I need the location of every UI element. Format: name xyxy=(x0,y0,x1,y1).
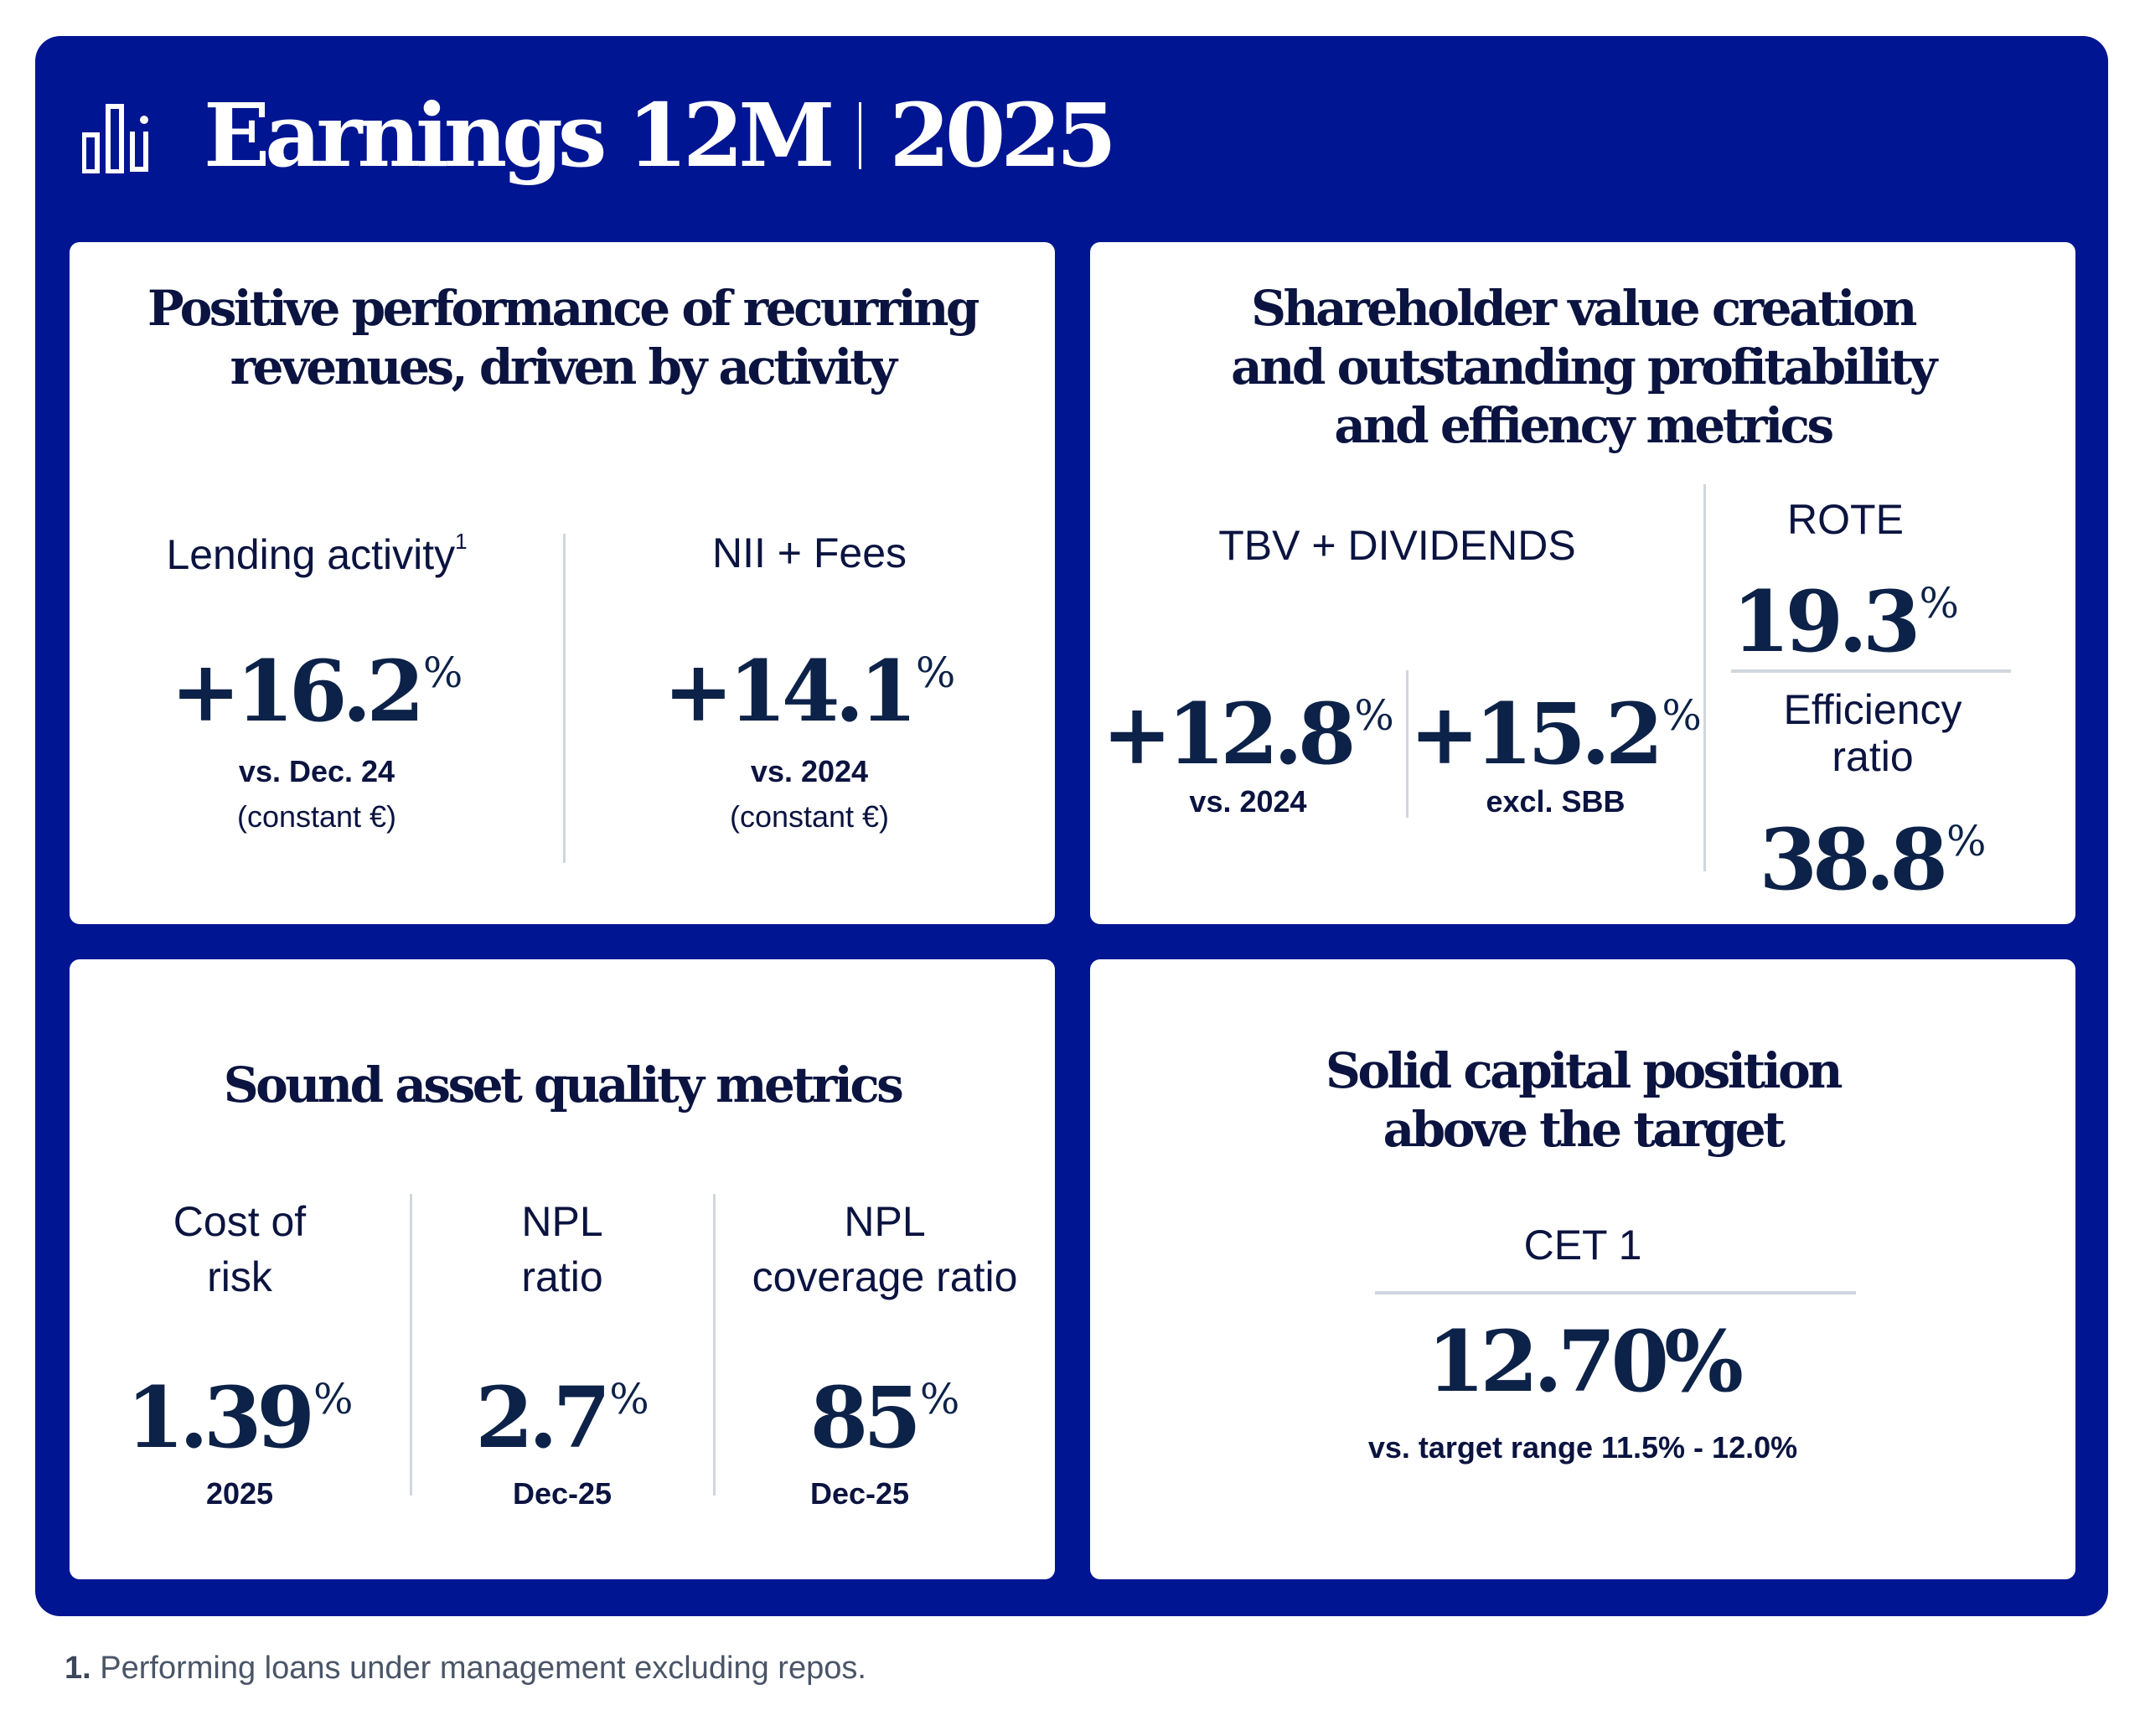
tbv-value-vs-2024: +12.8% xyxy=(1102,685,1394,783)
metric-value-nii-fees: +14.1% xyxy=(663,642,956,741)
divider xyxy=(1375,1291,1856,1294)
metric-sub-npl-coverage: Dec-25 xyxy=(809,1476,910,1511)
card-heading: Sound asset quality metrics xyxy=(223,1057,904,1113)
divider xyxy=(1406,670,1408,818)
divider xyxy=(713,1194,716,1496)
metric-label-npl-ratio: NPL ratio xyxy=(521,1198,603,1300)
metric-label-lending: Lending activity1 xyxy=(166,529,468,578)
metric-label-cost-of-risk: Cost of risk xyxy=(173,1198,307,1300)
tbv-value-excl-sbb: +15.2% xyxy=(1409,685,1702,783)
footnote: 1. Performing loans under management exc… xyxy=(65,1651,866,1687)
efficiency-ratio-value: 38.8% xyxy=(1759,810,1987,909)
metric-sub-lending: vs. Dec. 24 xyxy=(238,754,395,788)
metric-value-lending: +16.2% xyxy=(170,642,463,741)
metric-value-npl-coverage: 85% xyxy=(809,1368,960,1467)
page-title: Earnings 12M 2025 xyxy=(204,77,1117,194)
bar-chart-icon xyxy=(82,104,148,173)
heading-line: revenues, driven by activity xyxy=(230,338,897,395)
heading-line: Positive performance of recurring xyxy=(147,280,979,337)
card-asset-quality: Sound asset quality metrics Cost of risk… xyxy=(70,959,1055,1579)
card-heading: Shareholder value creation and outstandi… xyxy=(1090,279,2075,455)
card-recurring-revenues: Positive performance of recurring revenu… xyxy=(70,242,1055,924)
heading-line: Solid capital position xyxy=(1325,1042,1843,1099)
heading-line: and effiency metrics xyxy=(1334,397,1834,454)
title-text: Earnings 12M xyxy=(204,84,835,187)
footnote-text: Performing loans under management exclud… xyxy=(100,1651,866,1686)
tbv-sub-vs-2024: vs. 2024 xyxy=(1189,784,1307,819)
card-capital-position: Solid capital position above the target … xyxy=(1090,959,2075,1579)
title-year: 2025 xyxy=(889,84,1117,187)
metric-value-cost-of-risk: 1.39% xyxy=(126,1368,354,1467)
efficiency-ratio-label: Efficiency ratio xyxy=(1783,686,1962,780)
cet1-label: CET 1 xyxy=(1523,1222,1642,1268)
metric-sub-npl-ratio: Dec-25 xyxy=(512,1476,612,1511)
rote-value: 19.3% xyxy=(1731,572,1960,671)
tbv-sub-excl-sbb: excl. SBB xyxy=(1486,784,1626,819)
tbv-dividends-label: TBV + DIVIDENDS xyxy=(1218,522,1576,569)
heading-line: and outstanding profitability xyxy=(1231,338,1937,395)
metric-note-lending: (constant €) xyxy=(236,799,397,834)
metric-note-nii-fees: (constant €) xyxy=(729,799,890,834)
metric-label-npl-coverage: NPL coverage ratio xyxy=(752,1198,1018,1300)
title-separator xyxy=(858,102,861,169)
metric-sub-nii-fees: vs. 2024 xyxy=(750,754,869,788)
cet1-value: 12.70% xyxy=(1426,1312,1744,1411)
heading-line: above the target xyxy=(1383,1101,1786,1158)
rote-label: ROTE xyxy=(1787,496,1904,543)
metric-label-nii-fees: NII + Fees xyxy=(711,530,907,576)
card-shareholder-value: Shareholder value creation and outstandi… xyxy=(1090,242,2075,924)
divider xyxy=(1703,484,1706,871)
divider xyxy=(563,534,566,863)
divider xyxy=(1731,669,2011,673)
card-heading: Positive performance of recurring revenu… xyxy=(70,279,1055,396)
metric-sub-cost-of-risk: 2025 xyxy=(205,1476,274,1511)
divider xyxy=(410,1194,412,1496)
card-heading: Solid capital position above the target xyxy=(1090,1041,2075,1159)
heading-line: Shareholder value creation xyxy=(1251,280,1917,337)
footnote-ref: 1 xyxy=(455,529,468,554)
metric-value-npl-ratio: 2.7% xyxy=(475,1368,649,1467)
footnote-number: 1. xyxy=(65,1651,91,1686)
cet1-target-range: vs. target range 11.5% - 12.0% xyxy=(1367,1430,1798,1465)
